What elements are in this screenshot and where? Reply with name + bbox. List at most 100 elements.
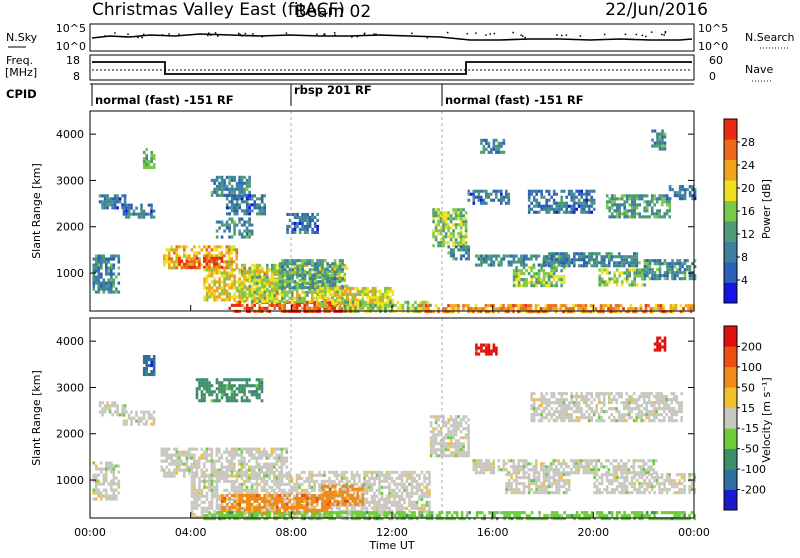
heatmap-cell [271,267,274,270]
heatmap-cell [100,285,103,288]
heatmap-cell [166,460,169,463]
heatmap-cell [251,304,254,307]
heatmap-cell [661,139,664,142]
heatmap-cell [226,176,229,179]
heatmap-cell [261,471,264,474]
heatmap-cell [328,480,331,483]
heatmap-cell [482,307,485,310]
heatmap-cell [271,489,274,492]
heatmap-cell [176,248,179,251]
heatmap-cell [368,480,371,483]
heatmap-cell [246,194,249,197]
heatmap-cell [226,271,229,274]
heatmap-cell [256,197,259,200]
heatmap-cell [301,268,304,271]
heatmap-cell [674,194,677,197]
heatmap-cell [208,460,211,463]
heatmap-cell [256,206,259,209]
heatmap-cell [226,248,229,251]
heatmap-cell [593,202,596,205]
heatmap-cell [193,260,196,263]
heatmap-cell [233,448,236,451]
heatmap-cell [563,211,566,214]
heatmap-cell [654,271,657,274]
heatmap-cell [128,210,131,213]
heatmap-cell [378,498,381,501]
heatmap-cell [633,212,636,215]
heatmap-cell [276,448,279,451]
heatmap-cell [583,211,586,214]
heatmap-cell [452,307,455,310]
heatmap-cell [226,460,229,463]
heatmap-cell [636,258,639,261]
heatmap-cell [684,271,687,274]
heatmap-cell [416,504,419,507]
heatmap-cell [585,202,588,205]
heatmap-cell [263,209,266,212]
heatmap-cell [251,291,254,294]
heatmap-cell [317,302,320,305]
heatmap-cell [641,268,644,271]
heatmap-cell [143,151,146,154]
heatmap-cell [352,287,355,290]
heatmap-cell [168,251,171,254]
heatmap-cell [631,261,634,264]
heatmap-cell [124,200,127,203]
heatmap-cell [435,238,438,241]
heatmap-cell [416,501,419,504]
heatmap-cell [203,474,206,477]
heatmap-cell [427,301,430,304]
heatmap-cell [483,255,486,258]
heatmap-cell [314,265,317,268]
heatmap-cell [263,206,266,209]
heatmap-cell [376,507,379,510]
heatmap-cell [633,206,636,209]
heatmap-cell [317,293,320,296]
heatmap-cell [150,160,153,163]
heatmap-cell [538,205,541,208]
heatmap-cell [581,255,584,258]
heatmap-cell [553,211,556,214]
heatmap-cell [418,474,421,477]
heatmap-cell [679,265,682,268]
heatmap-cell [241,285,244,288]
heatmap-cell [113,282,116,285]
heatmap-cell [467,254,470,257]
heatmap-cell [221,292,224,295]
heatmap-cell [233,212,236,215]
heatmap-cell [341,474,344,477]
heatmap-cell [366,474,369,477]
heatmap-cell [376,477,379,480]
heatmap-cell [684,191,687,194]
heatmap-cell [196,387,199,390]
heatmap-cell [409,307,412,310]
heatmap-cell [649,268,652,271]
heatmap-cell [191,260,194,263]
heatmap-cell [263,489,266,492]
heatmap-cell [278,471,281,474]
heatmap-cell [226,194,229,197]
heatmap-cell [640,304,643,307]
heatmap-cell [413,492,416,495]
heatmap-cell [389,304,392,307]
heatmap-cell [331,480,334,483]
heatmap-cell [530,255,533,258]
heatmap-cell [231,457,234,460]
heatmap-cell [100,495,103,498]
heatmap-cell [261,291,264,294]
heatmap-cell [530,284,533,287]
heatmap-cell [213,489,216,492]
heatmap-cell [106,194,109,197]
heatmap-cell [668,209,671,212]
heatmap-cell [656,145,659,148]
heatmap-cell [259,279,262,282]
heatmap-cell [223,390,226,393]
heatmap-cell [95,270,98,273]
heatmap-cell [555,281,558,284]
heatmap-cell [316,283,319,286]
nsky-series [92,34,692,40]
heatmap-cell [583,199,586,202]
heatmap-cell [334,265,337,268]
heatmap-cell [143,160,146,163]
heatmap-cell [206,469,209,472]
